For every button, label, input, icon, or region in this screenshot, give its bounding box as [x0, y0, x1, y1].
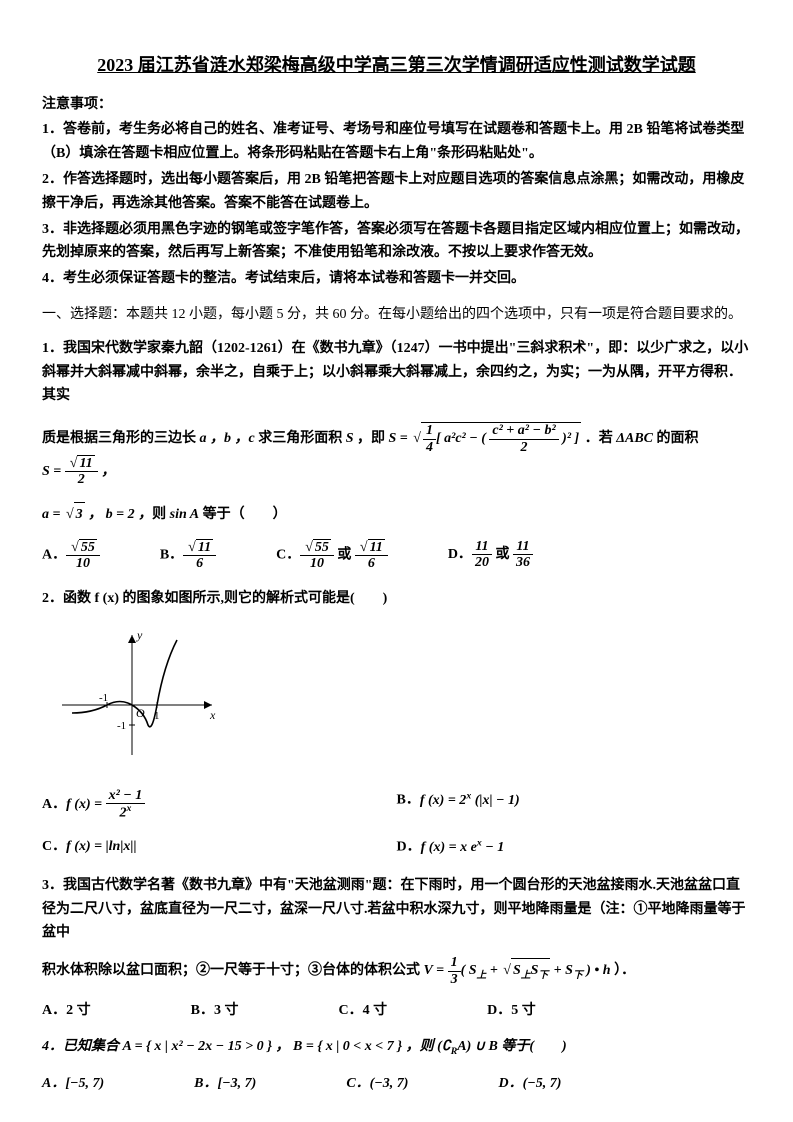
page-title: 2023 届江苏省涟水郑梁梅高级中学高三第三次学情调研适应性测试数学试题	[42, 50, 751, 81]
q1-area: S = 112 ，	[42, 464, 115, 479]
q1-text4: 的面积	[657, 431, 699, 446]
q2-opt-b: B．f (x) = 2x (|x| − 1)	[397, 788, 752, 821]
q1-opt-a: A．5510	[42, 539, 100, 572]
svg-text:-1: -1	[117, 720, 126, 732]
q3-text1: 3．我国古代数学名著《数书九章》中有"天池盆测雨"题：在下雨时，用一个圆台形的天…	[42, 878, 746, 941]
q1-opt-d: D．1120 或 1136	[448, 539, 533, 572]
q4-opt-d: D．(−5, 7)	[498, 1072, 561, 1096]
q1-S: S	[346, 431, 357, 446]
instruction-item: 1．答卷前，考生务必将自己的姓名、准考证号、考场号和座位号填写在试题卷和答题卡上…	[42, 118, 751, 166]
q1-text3: ．若	[585, 431, 613, 446]
q3-t2s: ）．	[614, 963, 635, 978]
q3: 3．我国古代数学名著《数书九章》中有"天池盆测雨"题：在下雨时，用一个圆台形的天…	[42, 874, 751, 945]
q3-opt-c: C．4 寸	[338, 999, 387, 1023]
q4: 4．已知集合 A = { x | x² − 2x − 15 > 0 } ， B …	[42, 1035, 751, 1060]
q3-line2: 积水体积除以盆口面积；②一尺等于十寸；③台体的体积公式 V = 13( S上 +…	[42, 955, 751, 987]
svg-text:y: y	[136, 628, 143, 642]
instruction-item: 4．考生必须保证答题卡的整洁。考试结束后，请将本试卷和答题卡一并交回。	[42, 267, 751, 291]
q4-opt-a: A．[−5, 7)	[42, 1072, 104, 1096]
instructions-block: 注意事项： 1．答卷前，考生务必将自己的姓名、准考证号、考场号和座位号填写在试题…	[42, 93, 751, 291]
q2-graph: y x O -1 1 -1	[52, 625, 751, 774]
q1-abc: a ，b ，c	[200, 431, 259, 446]
q4-opt-b: B．[−3, 7)	[194, 1072, 256, 1096]
q2-text: 2．函数 f (x) 的图象如图所示,则它的解析式可能是( )	[42, 591, 387, 606]
q3-opt-a: A．2 寸	[42, 999, 91, 1023]
q3-options: A．2 寸 B．3 寸 C．4 寸 D．5 寸	[42, 999, 751, 1023]
q1-options: A．5510 B．116 C．5510 或 116 D．1120 或 1136	[42, 539, 751, 572]
q1-tri: ΔABC	[616, 431, 656, 446]
q1-opt-c: C．5510 或 116	[276, 539, 388, 572]
q1-text1: 1．我国宋代数学家秦九韶（1202-1261）在《数书九章》（1247）一书中提…	[42, 341, 748, 404]
q3-opt-d: D．5 寸	[487, 999, 536, 1023]
q4-opt-c: C．(−3, 7)	[346, 1072, 408, 1096]
q4-options: A．[−5, 7) B．[−3, 7) C．(−3, 7) D．(−5, 7)	[42, 1072, 751, 1096]
q1-given-text: a = 3 ， b = 2 ，	[42, 507, 152, 522]
q1-text2-mid: 求三角形面积	[258, 431, 342, 446]
q2: 2．函数 f (x) 的图象如图所示,则它的解析式可能是( )	[42, 587, 751, 611]
q1-text2-prefix: 质是根据三角形的三边长	[42, 431, 196, 446]
q3-opt-b: B．3 寸	[191, 999, 239, 1023]
q1-given: a = 3 ， b = 2 ，则 sin A 等于（ ）	[42, 502, 751, 527]
q2-options: A．f (x) = x² − 12x B．f (x) = 2x (|x| − 1…	[42, 788, 751, 860]
section-header: 一、选择题：本题共 12 小题，每小题 5 分，共 60 分。在每小题给出的四个…	[42, 303, 751, 327]
instructions-label: 注意事项：	[42, 93, 751, 117]
q1-opt-b: B．116	[160, 539, 216, 572]
instruction-item: 3．非选择题必须用黑色字迹的钢笔或签字笔作答，答案必须写在答题卡各题目指定区域内…	[42, 218, 751, 266]
q1-line2: 质是根据三角形的三边长 a ，b ，c 求三角形面积 S ，即 S = 14[ …	[42, 422, 751, 488]
q4-text: 4．已知集合 A = { x | x² − 2x − 15 > 0 } ， B …	[42, 1039, 567, 1054]
q2-opt-a: A．f (x) = x² − 12x	[42, 788, 397, 821]
q3-formula: V = 13( S上 + S上S下 + S下 ) • h	[424, 963, 611, 978]
q1: 1．我国宋代数学家秦九韶（1202-1261）在《数书九章》（1247）一书中提…	[42, 337, 751, 408]
q2-opt-d: D．f (x) = x ex − 1	[397, 835, 752, 859]
q2-opt-c: C．f (x) = |ln|x||	[42, 835, 397, 859]
svg-text:-1: -1	[99, 692, 108, 704]
q1-formula: S = 14[ a²c² − ( c² + a² − b²2 )² ]	[389, 431, 585, 446]
instruction-item: 2．作答选择题时，选出每小题答案后，用 2B 铅笔把答题卡上对应题目选项的答案信…	[42, 168, 751, 216]
q1-text2-suf: ，即	[357, 431, 385, 446]
q3-t2p: 积水体积除以盆口面积；②一尺等于十寸；③台体的体积公式	[42, 963, 420, 978]
svg-text:x: x	[209, 708, 216, 722]
